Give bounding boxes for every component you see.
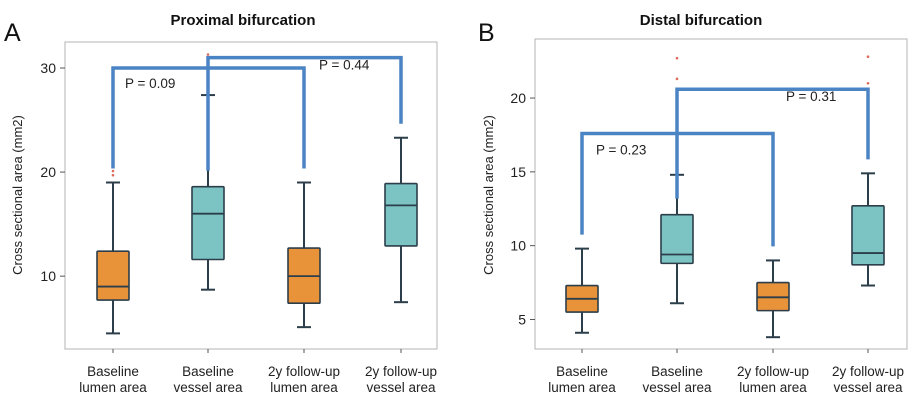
comparison-bracket-2: P = 0.44 bbox=[206, 55, 403, 171]
outlier-point bbox=[111, 173, 115, 177]
chart-title: Distal bifurcation bbox=[640, 12, 763, 29]
iqr-box bbox=[384, 182, 418, 247]
iqr-box bbox=[96, 250, 130, 301]
panel-letter: A bbox=[4, 19, 21, 47]
y-tick-label: 20 bbox=[510, 90, 526, 106]
bracket-line bbox=[675, 87, 870, 199]
y-axis-label: Cross sectional area (mm2) bbox=[481, 115, 496, 275]
x-category-label: 2y follow-up bbox=[832, 364, 904, 379]
bracket-line bbox=[206, 55, 403, 171]
y-tick-label: 10 bbox=[40, 268, 56, 284]
x-category-label: vessel area bbox=[173, 380, 243, 395]
outlier-point bbox=[675, 56, 679, 60]
x-category-label: Baseline bbox=[182, 364, 234, 379]
comparison-bracket-2: P = 0.31 bbox=[675, 87, 870, 199]
p-value-label: P = 0.31 bbox=[786, 89, 836, 104]
x-category-label: vessel area bbox=[366, 380, 436, 395]
box-4 bbox=[384, 64, 418, 304]
x-category-label: vessel area bbox=[833, 380, 903, 395]
box-1 bbox=[565, 247, 599, 334]
outlier-point bbox=[866, 55, 870, 59]
chart-panel-a: A Proximal bifurcation Cross sectional are… bbox=[4, 12, 438, 395]
x-category-label: lumen area bbox=[739, 380, 807, 395]
y-tick-label: 30 bbox=[40, 60, 56, 76]
y-tick-label: 10 bbox=[510, 238, 526, 254]
p-value-label: P = 0.23 bbox=[596, 142, 646, 157]
y-axis-label: Cross sectional area (mm2) bbox=[10, 115, 25, 275]
x-category-label: Baseline bbox=[556, 364, 608, 379]
x-category-label: Baseline bbox=[651, 364, 703, 379]
x-category-label: lumen area bbox=[548, 380, 616, 395]
box-3 bbox=[756, 259, 790, 339]
outlier-point bbox=[866, 81, 870, 85]
chart-title: Proximal bifurcation bbox=[170, 12, 315, 29]
y-tick-label: 15 bbox=[510, 164, 526, 180]
y-tick-label: 5 bbox=[518, 311, 526, 327]
x-category-label: 2y follow-up bbox=[737, 364, 809, 379]
x-category-label: vessel area bbox=[642, 380, 712, 395]
iqr-box bbox=[191, 185, 225, 261]
p-value-label: P = 0.44 bbox=[319, 58, 370, 73]
outlier-point bbox=[111, 169, 115, 173]
x-category-label: lumen area bbox=[79, 380, 147, 395]
x-category-label: Baseline bbox=[87, 364, 139, 379]
box-1 bbox=[96, 137, 130, 335]
y-tick-label: 20 bbox=[40, 164, 56, 180]
x-category-label: lumen area bbox=[270, 380, 338, 395]
outlier-point bbox=[675, 77, 679, 81]
iqr-box bbox=[851, 205, 885, 266]
panel-letter: B bbox=[478, 19, 495, 47]
p-value-label: P = 0.09 bbox=[125, 76, 175, 91]
x-category-label: 2y follow-up bbox=[268, 364, 340, 379]
plot-frame bbox=[64, 41, 438, 350]
x-category-label: 2y follow-up bbox=[365, 364, 437, 379]
outlier-point bbox=[206, 53, 210, 56]
chart-panel-b: B Distal bifurcation Cross sectional area … bbox=[478, 12, 908, 395]
iqr-box bbox=[660, 213, 694, 265]
box-4 bbox=[851, 55, 885, 287]
